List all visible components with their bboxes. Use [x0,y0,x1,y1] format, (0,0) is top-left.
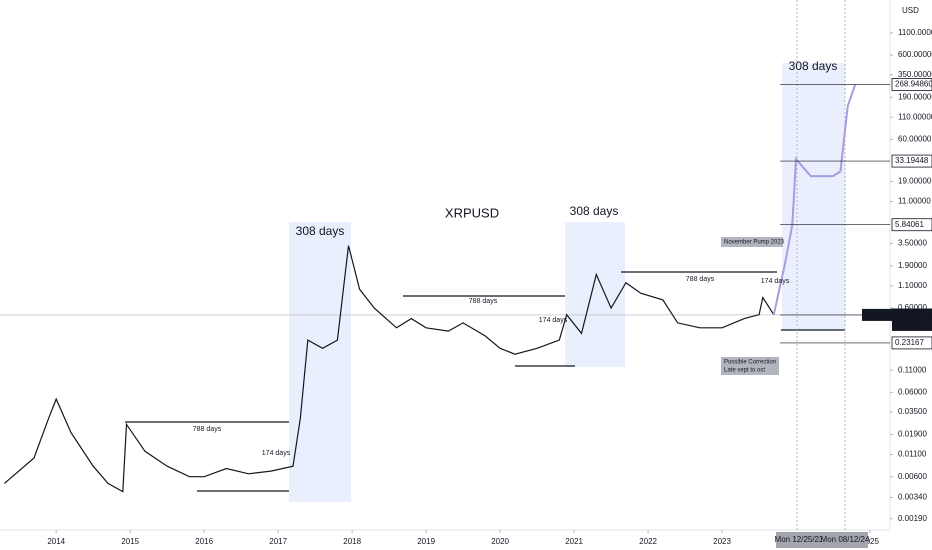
y-tick-label: 11.00000 [898,197,931,206]
annotation: 174 days [539,317,568,324]
x-tick-label: 2021 [565,537,583,546]
note: November Pump 2023 [724,240,785,246]
highlight-region [782,63,845,330]
y-tick-label: 0.01100 [898,450,927,459]
x-tick-label: 2014 [47,537,65,546]
price-box [891,336,932,350]
price-series [772,84,857,315]
y-tick-label: 3.50000 [898,239,927,248]
annotation: 788 days [469,298,498,305]
y-tick-label: 0.00190 [898,514,927,523]
price-label: 0.49757 [895,310,924,319]
x-tick-label: 2016 [195,537,213,546]
y-tick-label: 0.00600 [898,472,927,481]
x-tick-label: 2023 [713,537,731,546]
price-box [891,218,932,232]
y-tick-label: 0.01900 [898,430,927,439]
annotation: 788 days [686,276,715,283]
x-tick-label: 2020 [491,537,509,546]
note: Possible Correction [724,360,776,366]
highlight-region [289,222,351,502]
y-tick-label: 19.00000 [898,177,932,186]
y-tick-label: 0.00340 [898,493,927,502]
price-label: 268.94860 [895,80,932,89]
y-tick-label: 0.06000 [898,387,927,396]
y-tick-label: 1.10000 [898,281,927,290]
y-tick-label: 1.90000 [898,261,927,270]
symbol-label: XRPUSD [865,312,894,319]
price-label: 5.84061 [895,220,924,229]
y-tick-label: 0.03500 [898,407,927,416]
price-series [4,245,775,493]
date-label: Mon 08/12/24 [821,535,870,544]
x-tick-label: 2019 [417,537,435,546]
symbol-box [862,308,892,321]
note-box [721,237,783,247]
x-tick-label: 2017 [269,537,287,546]
price-box [891,78,932,91]
y-tick-label: 0.11000 [898,365,927,374]
chart-title: XRPUSD [445,205,499,220]
y-tick-label: 1100.00000 [898,28,932,37]
annotation: 308 days [296,224,345,238]
countdown-label: 2d 1h [898,323,916,330]
x-tick-label: 2018 [343,537,361,546]
price-box [891,154,932,168]
countdown-box [892,320,932,331]
annotation: 308 days [789,59,838,73]
y-tick-label: 350.00000 [898,70,932,79]
y-tick-label: 190.00000 [898,92,932,101]
y-tick-label: 0.60000 [898,303,927,312]
price-label: 33.19448 [895,156,929,165]
date-box [776,532,822,548]
date-box [822,532,868,548]
x-tick-label: 2015 [121,537,139,546]
price-label: 0.23167 [895,338,924,347]
y-tick-label: 110.00000 [898,112,932,121]
date-label: Mon 12/25/23 [775,535,824,544]
note-box [721,357,779,375]
x-tick-label: 2022 [639,537,657,546]
annotation: 788 days [193,426,222,433]
x-tick-label: 2025 [861,537,879,546]
annotation: 174 days [262,450,291,457]
annotation: 174 days [761,278,790,285]
y-tick-label: 600.00000 [898,50,932,59]
currency: USD [902,6,919,15]
note: Late sept to oct [724,368,765,374]
highlight-region [565,222,625,367]
y-tick-label: 60.00000 [898,135,932,144]
annotation: 308 days [570,204,619,218]
